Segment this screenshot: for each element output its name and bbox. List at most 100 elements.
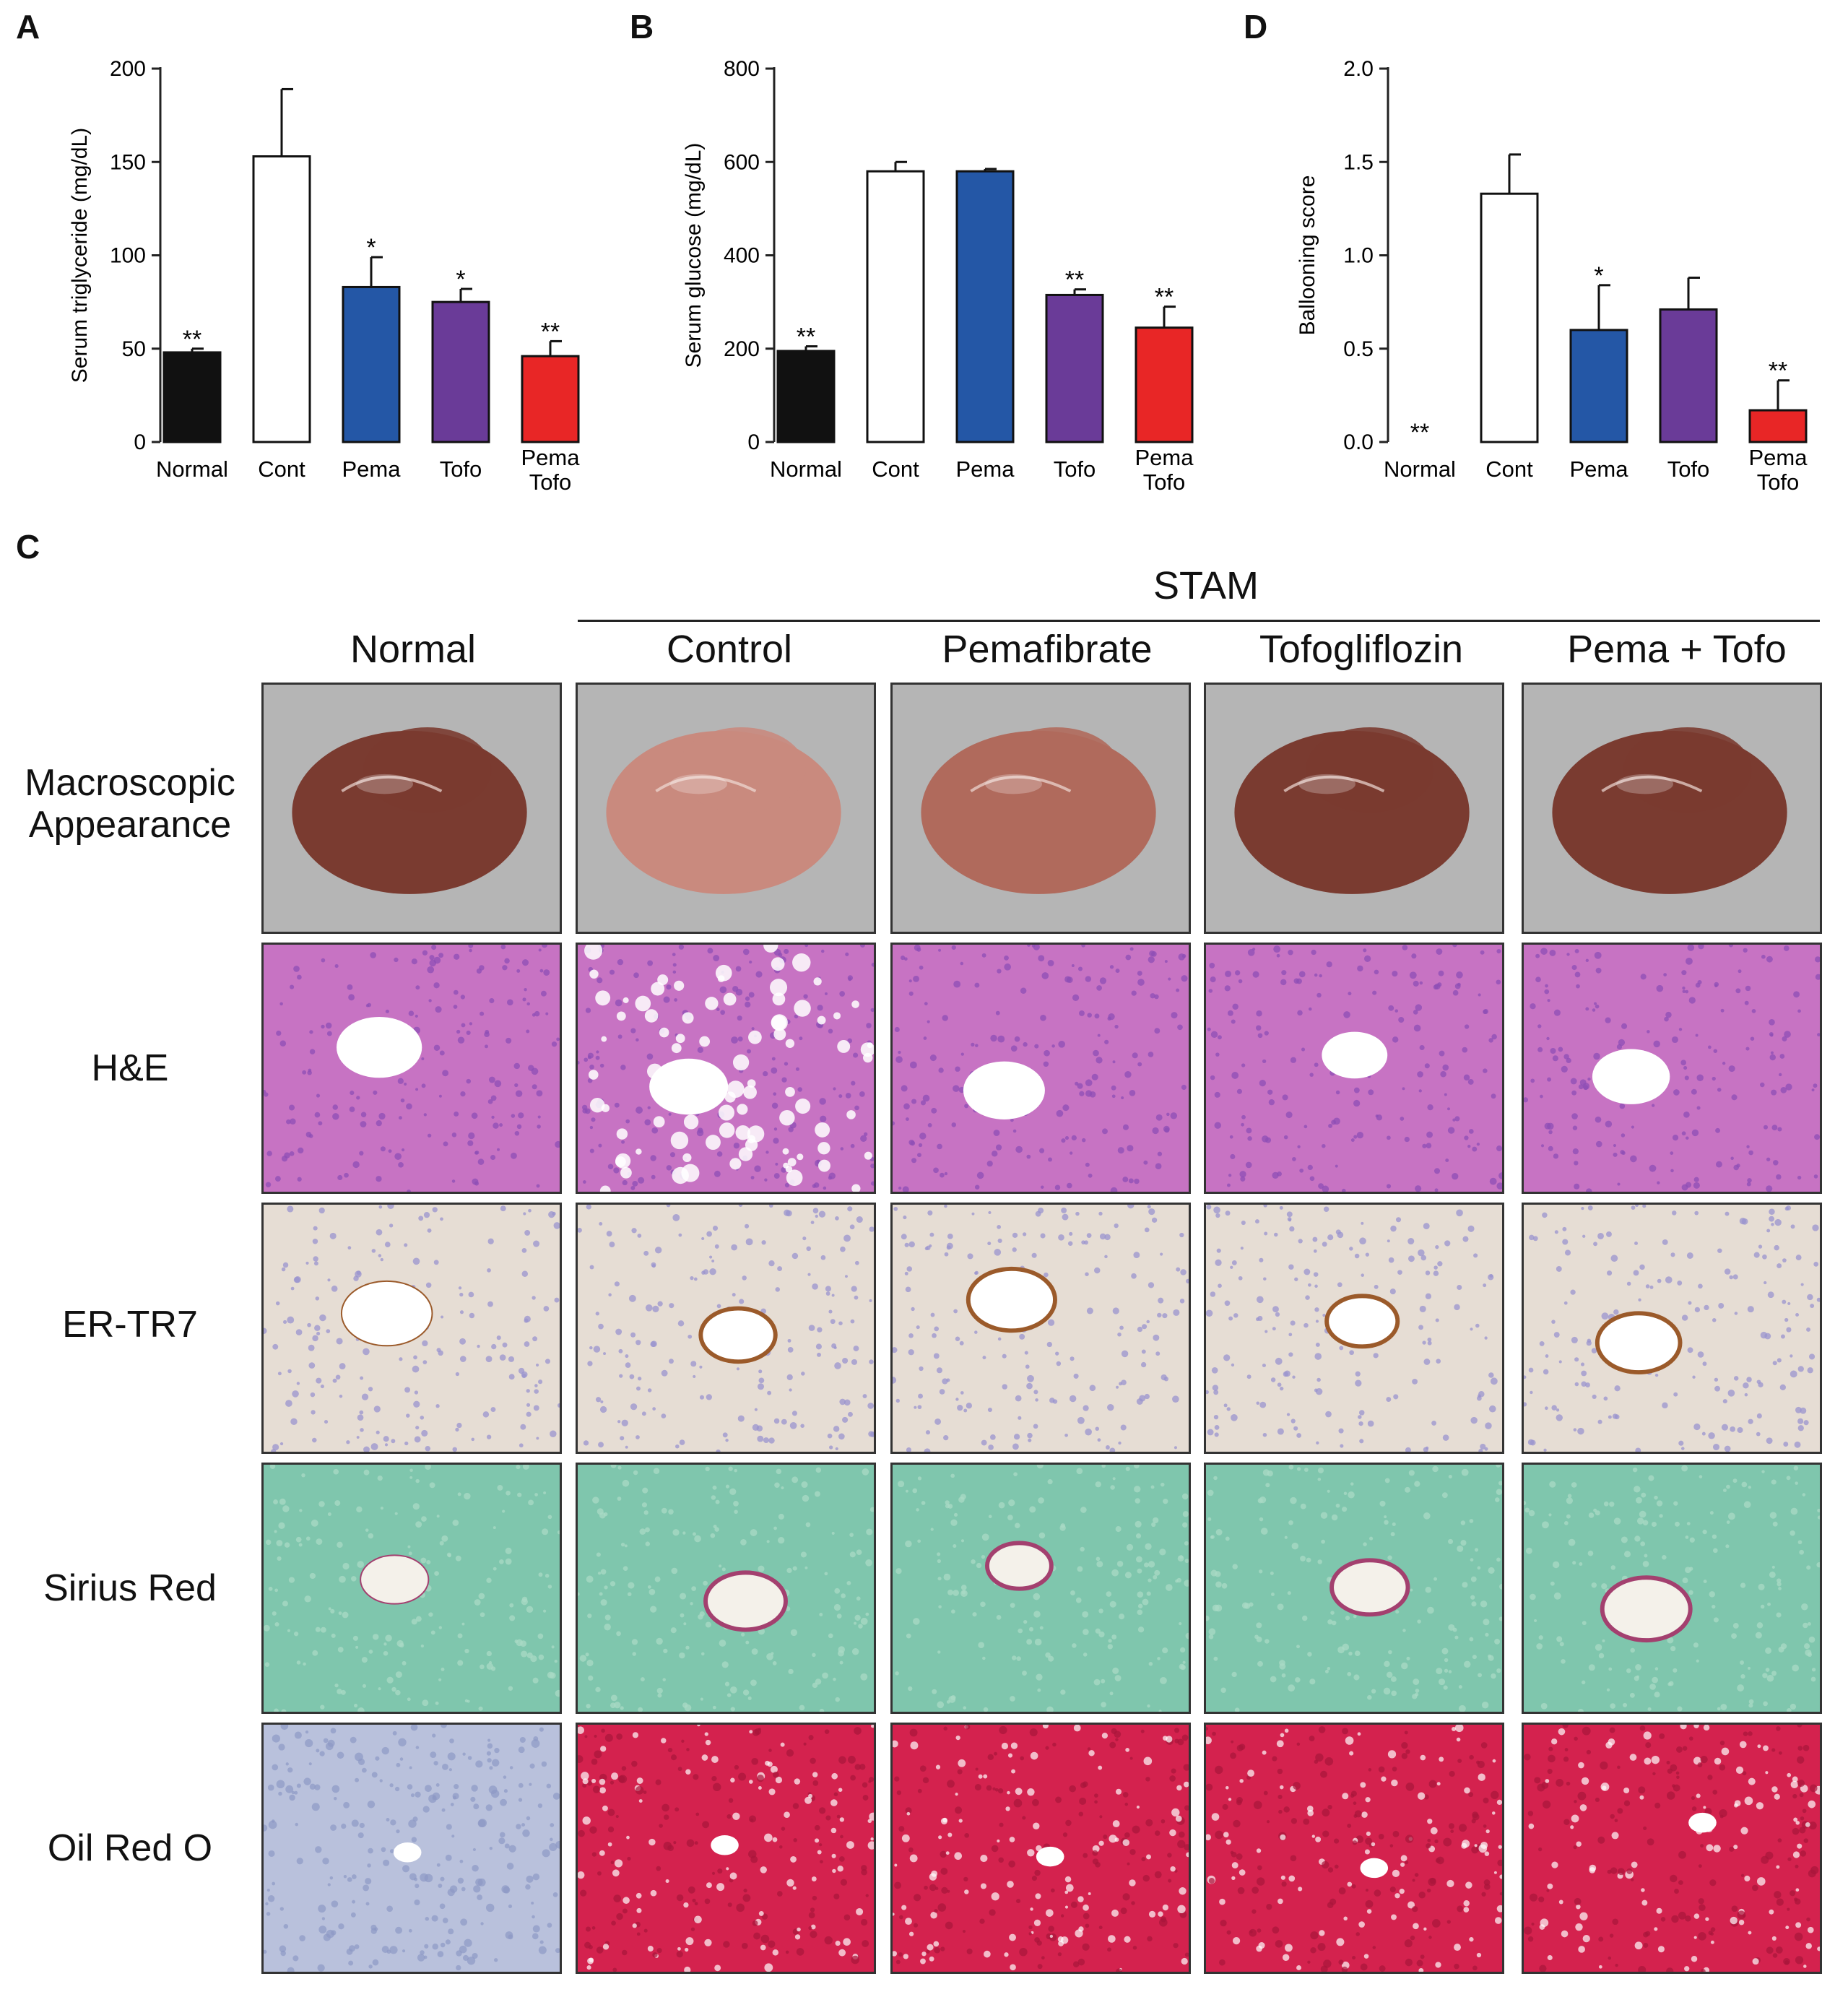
x-tick-label: Pema Tofo [1135,445,1194,495]
significance-label: * [366,234,376,261]
histology-image [890,1723,1191,1974]
row-label-oil-red-o: Oil Red O [47,1827,213,1869]
col-header-pema-tofo: Pema + Tofo [1567,628,1787,671]
histology-image [890,1463,1191,1714]
significance-label: ** [541,318,560,345]
bar [1659,308,1718,443]
significance-label: ** [1155,284,1174,311]
x-tick-label: Cont [1485,456,1533,482]
significance-label: ** [1769,358,1787,385]
x-tick-label: Pema [342,456,402,482]
significance-label: ** [1410,419,1429,446]
histology-image [1204,683,1504,934]
y-tick-label: 400 [724,244,760,268]
histology-image [1204,1203,1504,1454]
histology-image [261,683,562,934]
bar [955,170,1015,443]
bar [162,351,222,443]
group-label-stam: STAM [1153,564,1259,607]
col-header-normal: Normal [350,628,477,671]
bar [342,285,401,443]
y-tick-label: 0.0 [1343,430,1374,454]
group-underline [578,620,1820,622]
histology-image [261,1723,562,1974]
histology-image [890,683,1191,934]
histology-image [261,943,562,1194]
y-tick-label: 1.0 [1343,244,1374,268]
histology-image [1204,943,1504,1194]
y-tick-label: 0 [134,430,146,454]
chart-a-triglyceride: Serum triglyceride (mg/dL)050100150200**… [68,57,581,495]
histology-image [1522,683,1822,934]
panel-letter-d: D [1244,8,1268,46]
panel-letter-c: C [16,528,40,566]
y-axis-label: Ballooning score [1296,176,1319,336]
histology-image [576,1203,876,1454]
significance-label: * [456,266,465,293]
y-tick-label: 800 [724,57,760,81]
histology-image [1204,1463,1504,1714]
row-label-macroscopic: Macroscopic Appearance [25,762,235,846]
y-tick-label: 200 [724,337,760,361]
histology-image [1522,1463,1822,1714]
y-tick-label: 0.5 [1343,337,1374,361]
x-tick-label: Normal [1384,456,1456,482]
histology-image [576,1463,876,1714]
row-label-ertr7: ER-TR7 [62,1304,198,1346]
col-header-tofogliflozin: Tofogliflozin [1259,628,1464,671]
bar [1748,409,1808,443]
x-tick-label: Pema [1570,456,1629,482]
x-tick-label: Cont [872,456,919,482]
row-label-sirius-red: Sirius Red [43,1567,217,1609]
x-tick-label: Pema Tofo [1749,445,1808,495]
significance-label: ** [183,326,201,353]
y-tick-label: 600 [724,150,760,174]
significance-label: ** [797,324,815,351]
significance-label: * [1594,262,1603,290]
x-tick-label: Cont [258,456,305,482]
y-tick-label: 50 [122,337,146,361]
bar [1480,192,1539,443]
histology-image [890,943,1191,1194]
x-tick-label: Tofo [1054,456,1096,482]
bar [252,155,311,443]
histology-image [1522,1203,1822,1454]
x-tick-label: Normal [770,456,842,482]
bar [521,355,580,443]
y-tick-label: 100 [110,244,146,268]
x-tick-label: Normal [156,456,228,482]
histology-image [1522,1723,1822,1974]
panel-letter-a: A [16,8,40,46]
x-tick-label: Pema Tofo [521,445,581,495]
y-tick-label: 1.5 [1343,150,1374,174]
histology-image [1204,1723,1504,1974]
bar [1135,326,1194,443]
y-tick-label: 200 [110,57,146,81]
bar [1045,293,1104,443]
bar [431,300,490,443]
histology-image [576,943,876,1194]
x-tick-label: Tofo [440,456,482,482]
y-tick-label: 2.0 [1343,57,1374,81]
x-tick-label: Pema [956,456,1015,482]
bar [1569,329,1628,443]
histology-image [890,1203,1191,1454]
histology-image [261,1203,562,1454]
histology-image [576,683,876,934]
y-tick-label: 150 [110,150,146,174]
bar [776,350,836,443]
histology-image [261,1463,562,1714]
significance-label: ** [1065,267,1084,294]
y-tick-label: 0 [747,430,760,454]
chart-b-glucose: Serum glucose (mg/dL) 0 200 400 600 800 ** Norm… [682,57,1194,495]
y-axis-label: Serum glucose (mg/dL) [682,143,706,368]
col-header-control: Control [666,628,793,671]
x-tick-label: Tofo [1667,456,1710,482]
chart-d-ballooning: Ballooning score 0.0 0.5 1.0 1.5 2.0 ** Normal C… [1296,57,1808,495]
panel-letter-b: B [630,8,654,46]
row-label-he: H&E [91,1047,169,1089]
histology-image [1522,943,1822,1194]
bar [866,170,925,443]
y-axis-label: Serum triglyceride (mg/dL) [68,128,92,383]
col-header-pemafibrate: Pemafibrate [942,628,1153,671]
